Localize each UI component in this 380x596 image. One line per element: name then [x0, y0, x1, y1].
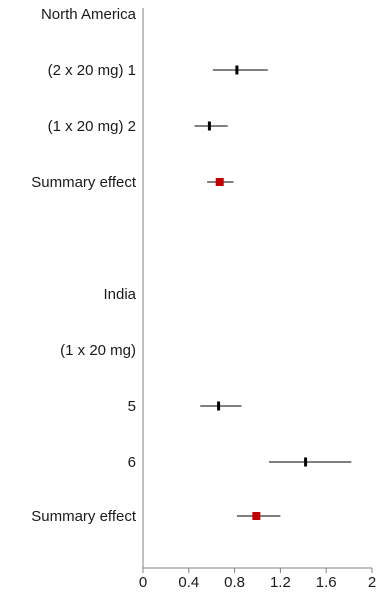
plot-marks: [195, 66, 352, 521]
row-label: (1 x 20 mg): [60, 342, 136, 359]
row-label: (2 x 20 mg) 1: [48, 62, 136, 79]
row-labels: North America (2 x 20 mg) 1 (1 x 20 mg) 2 S…: [31, 6, 137, 525]
point-estimate-marker: [217, 402, 220, 411]
row-label: Summary effect: [31, 174, 137, 191]
row-label: (1 x 20 mg) 2: [48, 118, 136, 135]
summary-effect-marker: [252, 512, 260, 520]
x-tick-label: 0.4: [178, 574, 199, 591]
x-tick-label: 2: [368, 574, 376, 591]
x-axis-ticks: 0 0.4 0.8 1.2 1.6 2: [139, 568, 376, 591]
row-label: India: [103, 286, 136, 303]
x-tick-label: 0.8: [224, 574, 245, 591]
x-tick-label: 0: [139, 574, 147, 591]
x-tick-label: 1.6: [316, 574, 337, 591]
point-estimate-marker: [208, 122, 211, 131]
row-label: 5: [128, 398, 136, 415]
row-label: 6: [128, 454, 136, 471]
point-estimate-marker: [235, 66, 238, 75]
point-estimate-marker: [304, 458, 307, 467]
row-label: North America: [41, 6, 137, 23]
row-label: Summary effect: [31, 508, 137, 525]
x-tick-label: 1.2: [270, 574, 291, 591]
summary-effect-marker: [216, 178, 224, 186]
